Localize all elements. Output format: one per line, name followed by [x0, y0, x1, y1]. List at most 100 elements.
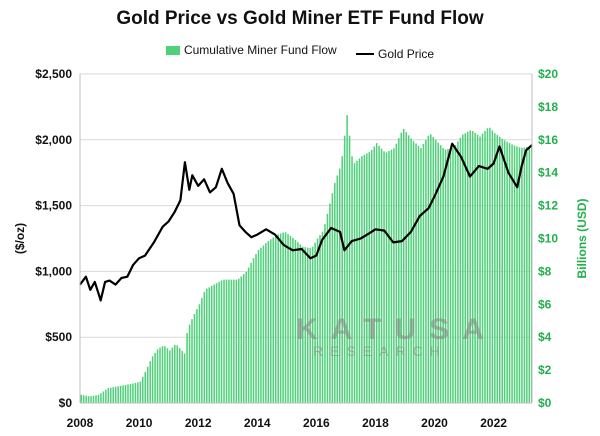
fund-flow-bar: [297, 242, 299, 403]
fund-flow-bar: [203, 291, 206, 403]
fund-flow-bar: [201, 298, 203, 403]
fund-flow-bar: [383, 151, 385, 403]
fund-flow-bar: [388, 151, 390, 403]
fund-flow-bar: [196, 309, 198, 403]
fund-flow-bar: [225, 279, 228, 404]
x-tick-label: 2012: [185, 416, 212, 430]
fund-flow-bar: [270, 239, 272, 403]
fund-flow-bar: [169, 350, 171, 403]
x-tick-label: 2022: [480, 416, 507, 430]
fund-flow-bar: [206, 288, 208, 403]
fund-flow-bar: [422, 143, 425, 403]
x-tick-label: 2016: [303, 416, 330, 430]
legend-swatch-gold-price: [356, 52, 375, 55]
fund-flow-bar: [92, 395, 95, 403]
fund-flow-bar: [186, 333, 188, 403]
fund-flow-bar: [316, 238, 319, 403]
legend-item-fund-flow: Cumulative Miner Fund Flow: [165, 43, 337, 57]
fund-flow-bar: [498, 136, 501, 403]
fund-flow-bar: [444, 149, 447, 403]
fund-flow-bar: [110, 387, 112, 403]
fund-flow-bar: [218, 281, 220, 403]
y-left-tick-label: $500: [45, 330, 72, 344]
fund-flow-bar: [501, 138, 503, 403]
fund-flow-bar: [518, 147, 521, 403]
fund-flow-bar: [412, 141, 415, 404]
legend-label-gold-price: Gold Price: [378, 46, 435, 61]
fund-flow-bar: [496, 135, 499, 404]
fund-flow-bar: [400, 132, 403, 404]
fund-flow-bar: [457, 141, 459, 403]
fund-flow-bar: [390, 149, 393, 403]
y-right-tick-label: $12: [538, 199, 558, 213]
fund-flow-bar: [274, 235, 277, 403]
fund-flow-bar: [432, 137, 435, 403]
fund-flow-bar: [449, 148, 452, 403]
fund-flow-bar: [484, 131, 486, 403]
fund-flow-bar: [334, 182, 336, 403]
fund-flow-bar: [230, 279, 233, 404]
fund-flow-bar: [97, 394, 100, 403]
fund-flow-bar: [311, 246, 314, 403]
fund-flow-bar: [425, 139, 427, 404]
y-right-tick-label: $20: [538, 67, 558, 81]
fund-flow-bar: [156, 349, 159, 403]
fund-flow-bar: [282, 232, 284, 403]
fund-flow-bar: [513, 145, 516, 403]
gold-price-line-group: [79, 142, 533, 302]
fund-flow-bar: [415, 143, 417, 403]
fund-flow-bar: [523, 147, 526, 403]
x-tick-label: 2008: [67, 416, 94, 430]
fund-flow-bar: [223, 279, 225, 404]
fund-flow-bar: [479, 136, 481, 403]
fund-flow-bar: [378, 145, 380, 403]
fund-flow-bar: [146, 366, 149, 403]
fund-flow-bar: [319, 235, 321, 403]
fund-flow-bar: [361, 156, 363, 403]
fund-flow-bar: [356, 160, 358, 403]
fund-flow-bar: [102, 391, 105, 403]
fund-flow-bar: [233, 279, 235, 404]
fund-flow-bar: [242, 274, 245, 403]
fund-flow-bar: [363, 154, 366, 403]
fund-flow-bar: [142, 376, 144, 403]
fund-flow-bar: [348, 135, 351, 403]
fund-flow-bar: [486, 128, 489, 404]
fund-flow-bar: [380, 148, 383, 403]
fund-flow-bar: [476, 134, 479, 403]
fund-flow-bar: [134, 382, 137, 403]
fund-flow-bar: [198, 304, 201, 403]
fund-flow-bar: [265, 243, 267, 403]
fund-flow-bar: [267, 241, 270, 403]
fund-flow-bar: [329, 203, 331, 403]
y-left-tick-label: $2,000: [35, 133, 72, 147]
fund-flow-bar: [528, 146, 531, 403]
fund-flow-bar: [124, 384, 127, 403]
fund-flow-bar: [469, 130, 471, 404]
fund-flow-bar: [506, 141, 508, 403]
fund-flow-bar: [114, 386, 117, 403]
legend: Cumulative Miner Fund Flow Gold Price: [0, 43, 600, 61]
watermark-brand: KATUSA: [296, 313, 497, 346]
fund-flow-bar: [454, 145, 457, 403]
y-left-tick-label: $0: [59, 396, 73, 410]
fund-flow-bar: [417, 145, 420, 404]
fund-flow-bar: [191, 319, 193, 403]
fund-flow-bar: [299, 244, 302, 403]
fund-flow-bar: [526, 147, 528, 403]
x-tick-label: 2014: [244, 416, 271, 430]
fund-flow-bar: [174, 344, 176, 403]
fund-flow-bar: [85, 395, 87, 403]
fund-flow-bar: [238, 278, 240, 403]
fund-flow-bar: [439, 145, 442, 403]
fund-flow-bar: [521, 147, 523, 403]
x-tick-label: 2018: [362, 416, 389, 430]
fund-flow-bar: [346, 115, 348, 403]
y-right-tick-label: $6: [538, 297, 552, 311]
fund-flow-bar: [508, 143, 511, 403]
x-tick-label: 2020: [421, 416, 448, 430]
fund-flow-bar: [119, 385, 122, 403]
fund-flow-bar: [385, 152, 388, 403]
fund-flow-bar: [466, 131, 469, 403]
